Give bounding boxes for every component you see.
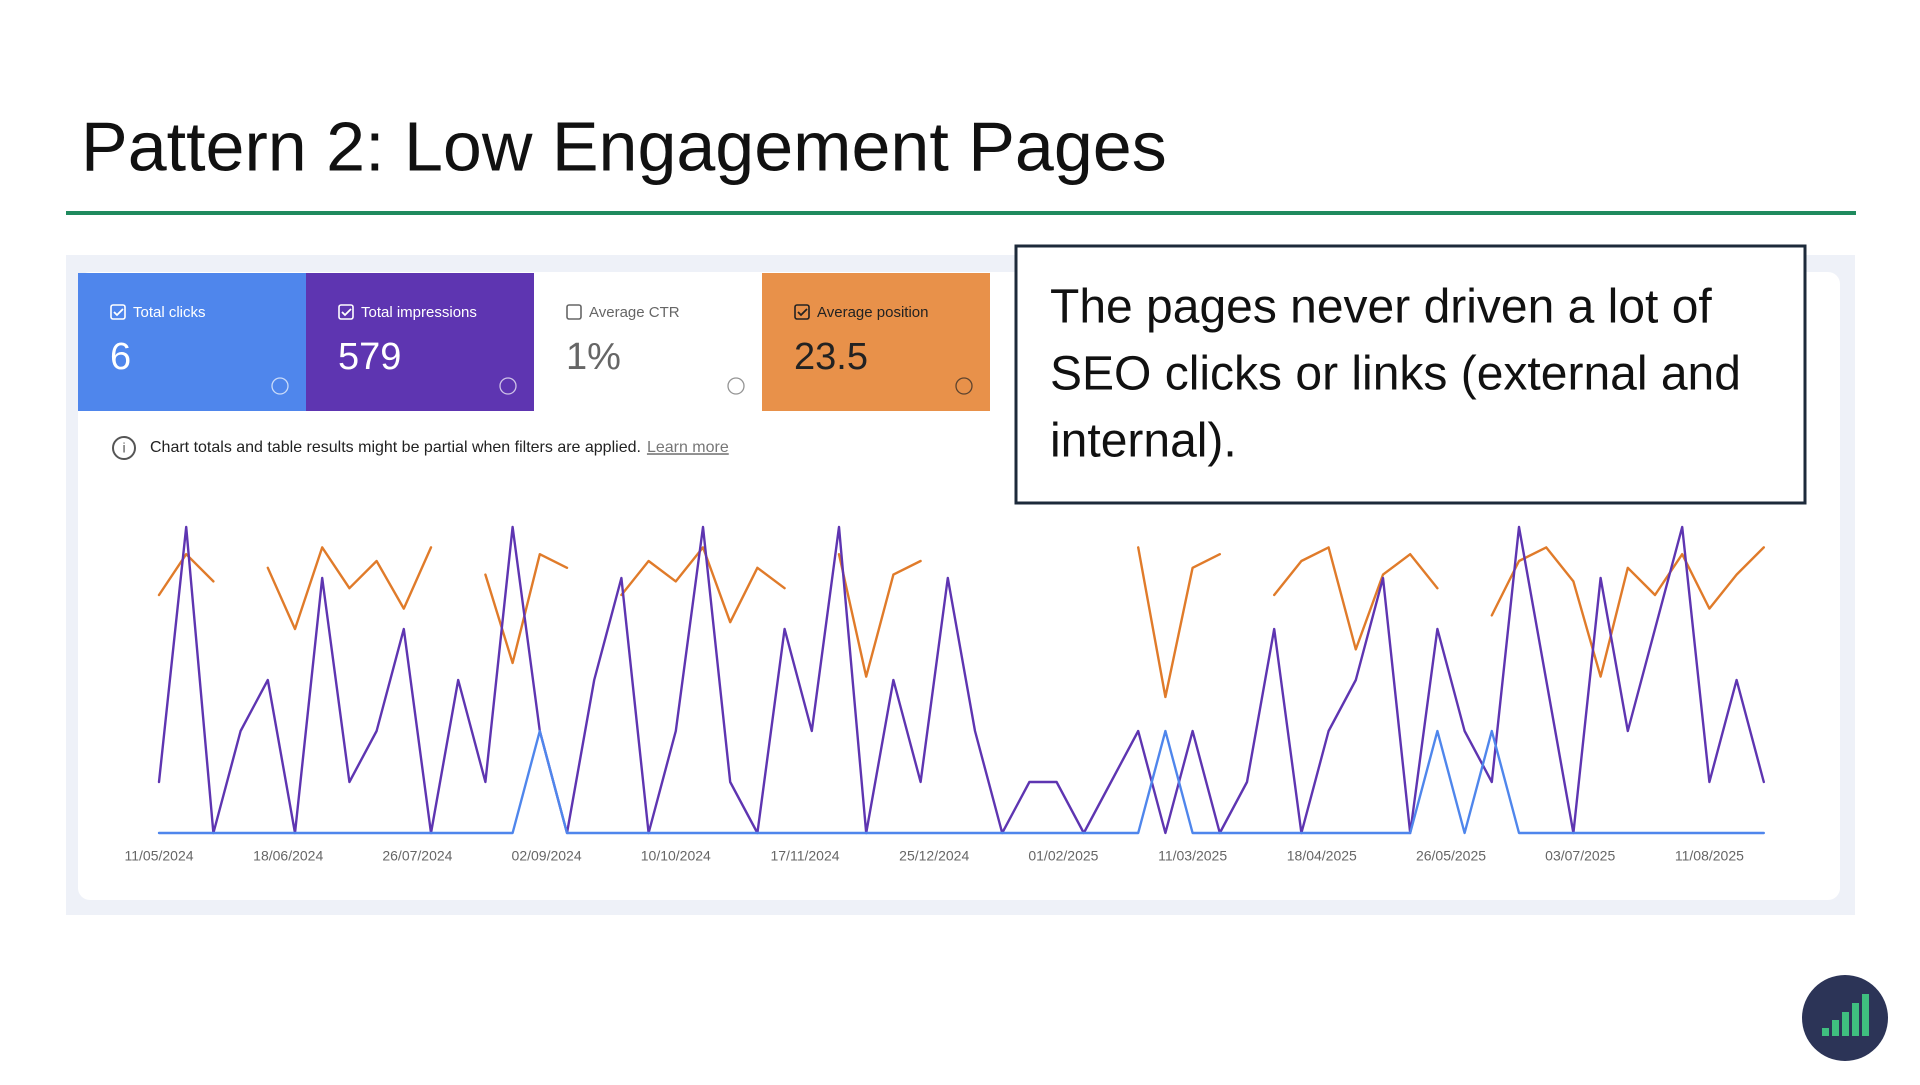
callout-line: internal). (1050, 415, 1237, 468)
checkbox (110, 304, 126, 320)
metric-label: Average position (817, 304, 928, 321)
metric-tile[interactable] (78, 273, 306, 411)
callout-box (1014, 244, 1807, 505)
x-tick-label: 18/04/2025 (1287, 848, 1357, 864)
checkbox (566, 304, 582, 320)
metric-value: 23.5 (794, 336, 868, 378)
checkmark (341, 308, 352, 317)
x-tick-label: 01/02/2025 (1028, 848, 1098, 864)
x-tick-label: 11/08/2025 (1675, 848, 1744, 864)
series-line (157, 525, 1765, 835)
callout-line: SEO clicks or links (external and (1050, 348, 1741, 401)
help-icon (271, 377, 289, 395)
x-tick-label: 26/07/2024 (382, 848, 452, 864)
x-tick-label: 03/07/2025 (1545, 848, 1615, 864)
x-tick-label: 18/06/2024 (253, 848, 323, 864)
x-tick-label: 17/11/2024 (770, 848, 839, 864)
logo-bar (1822, 1028, 1829, 1036)
logo (1802, 975, 1888, 1061)
slide-title: Pattern 2: Low Engagement Pages (81, 107, 1167, 185)
metric-value: 6 (110, 336, 131, 378)
logo-bar (1852, 1003, 1859, 1036)
callout-line: The pages never driven a lot of (1050, 281, 1712, 334)
checkmark (797, 308, 808, 317)
metric-tile[interactable] (762, 273, 990, 411)
metric-tile[interactable] (306, 273, 534, 411)
metric-tile[interactable] (534, 273, 762, 411)
notice-text: Chart totals and table results might be … (150, 439, 641, 456)
series-line (157, 729, 1765, 835)
info-icon-glyph: i (122, 440, 125, 456)
checkbox (794, 304, 810, 320)
x-tick-label: 11/03/2025 (1158, 848, 1227, 864)
logo-bar (1862, 994, 1869, 1036)
x-tick-label: 02/09/2024 (512, 848, 582, 864)
x-tick-label: 10/10/2024 (641, 848, 711, 864)
title-rule (66, 211, 1856, 215)
metric-value: 579 (338, 336, 401, 378)
series-line (157, 546, 1765, 699)
checkbox (338, 304, 354, 320)
x-tick-label: 11/05/2024 (124, 848, 193, 864)
metric-label: Total impressions (361, 304, 477, 321)
logo-bar (1842, 1012, 1849, 1036)
help-icon (955, 377, 973, 395)
help-icon (499, 377, 517, 395)
x-tick-label: 25/12/2024 (899, 848, 969, 864)
logo-bar (1832, 1020, 1839, 1036)
help-icon (727, 377, 745, 395)
metric-label: Average CTR (589, 304, 680, 321)
checkmark (113, 308, 124, 317)
learn-more-link[interactable]: Learn more (647, 439, 729, 456)
info-icon (112, 436, 136, 460)
metric-label: Total clicks (133, 304, 206, 321)
metric-value: 1% (566, 336, 621, 378)
x-tick-label: 26/05/2025 (1416, 848, 1486, 864)
